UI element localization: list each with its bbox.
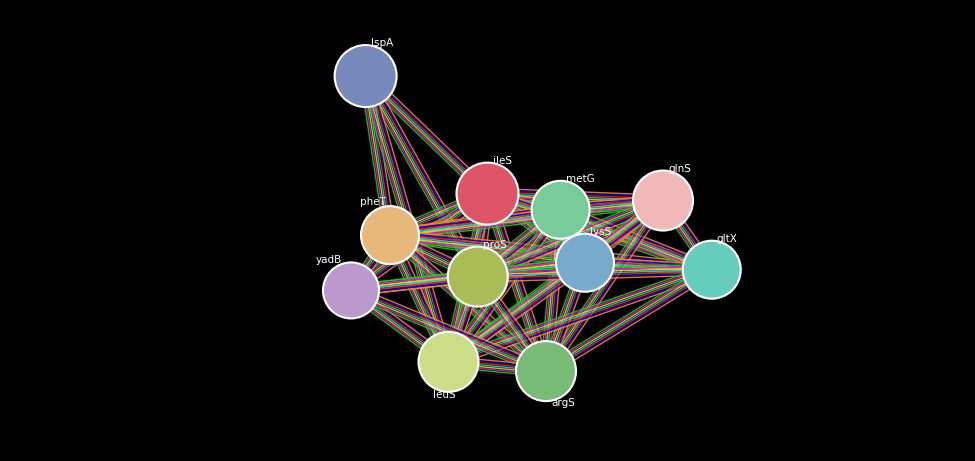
Circle shape — [418, 332, 479, 392]
Text: gltX: gltX — [717, 234, 738, 244]
Circle shape — [531, 181, 590, 239]
Text: glnS: glnS — [668, 164, 691, 173]
Text: lspA: lspA — [370, 38, 393, 48]
Circle shape — [334, 45, 397, 107]
Circle shape — [636, 173, 690, 228]
Text: metG: metG — [566, 174, 595, 184]
Text: proS: proS — [483, 240, 506, 249]
Circle shape — [534, 184, 587, 236]
Circle shape — [326, 266, 376, 315]
Text: leuS: leuS — [434, 390, 456, 400]
Circle shape — [337, 48, 394, 104]
Circle shape — [459, 165, 516, 222]
Circle shape — [559, 237, 611, 289]
Circle shape — [361, 206, 419, 264]
Circle shape — [685, 244, 738, 296]
Circle shape — [516, 341, 576, 401]
Circle shape — [450, 249, 505, 304]
Circle shape — [682, 241, 741, 299]
Circle shape — [421, 335, 476, 389]
Circle shape — [456, 163, 519, 225]
Circle shape — [323, 262, 379, 319]
Text: pheT: pheT — [360, 197, 386, 207]
Circle shape — [556, 234, 614, 292]
Text: argS: argS — [551, 398, 575, 408]
Circle shape — [519, 344, 573, 398]
Text: yadB: yadB — [316, 255, 342, 266]
Text: ileS: ileS — [492, 156, 512, 165]
Text: lysS: lysS — [590, 227, 611, 237]
Circle shape — [448, 247, 508, 307]
Circle shape — [633, 171, 693, 230]
Circle shape — [364, 209, 416, 261]
